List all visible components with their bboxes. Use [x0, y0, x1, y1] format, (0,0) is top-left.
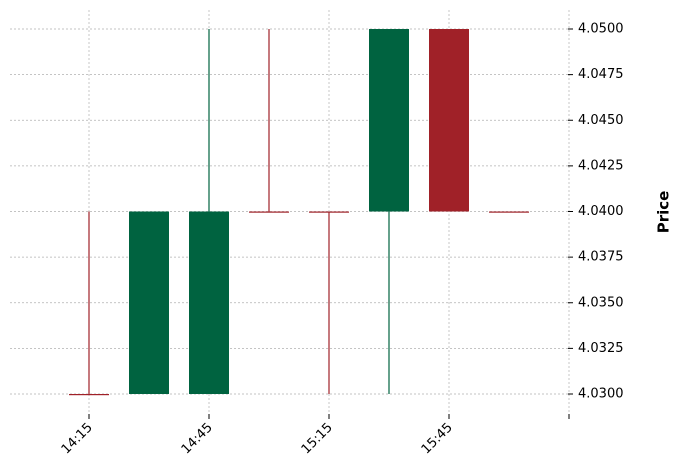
candle-body: [189, 211, 229, 394]
candles: [69, 29, 529, 396]
y-tick-label: 4.0300: [578, 387, 624, 402]
y-tick-label: 4.0425: [578, 158, 624, 173]
x-tick-label: 14:15: [59, 420, 96, 457]
candle-body: [69, 394, 109, 396]
candle: [129, 211, 169, 394]
y-tick-label: 4.0500: [578, 22, 624, 37]
x-tick-label: 15:15: [299, 420, 336, 457]
y-tick-label: 4.0450: [578, 113, 624, 128]
candle: [369, 29, 409, 394]
y-tick-label: 4.0475: [578, 67, 624, 82]
candle-body: [309, 211, 349, 213]
candle-body: [369, 29, 409, 212]
y-tick-label: 4.0325: [578, 341, 624, 356]
candle: [489, 211, 529, 213]
y-tick-label: 4.0350: [578, 295, 624, 310]
candle: [189, 29, 229, 394]
candle-body: [249, 211, 289, 213]
candle: [309, 211, 349, 394]
x-tick-label: 14:45: [179, 420, 216, 457]
y-axis-title: Price: [655, 191, 673, 234]
x-axis: 14:15 14:45 15:15 15:45: [59, 414, 570, 457]
y-tick-label: 4.0400: [578, 204, 624, 219]
grid-lines: [10, 10, 570, 414]
x-tick-label: 15:45: [419, 420, 456, 457]
y-axis: 4.0300 4.0325 4.0350 4.0375 4.0400 4.0425 4.04…: [568, 22, 624, 402]
candle-body: [129, 211, 169, 394]
candle-body: [429, 29, 469, 212]
candle: [69, 211, 109, 396]
candle-body: [489, 211, 529, 213]
candle: [249, 29, 289, 213]
candle: [429, 29, 469, 212]
y-tick-label: 4.0375: [578, 250, 624, 265]
